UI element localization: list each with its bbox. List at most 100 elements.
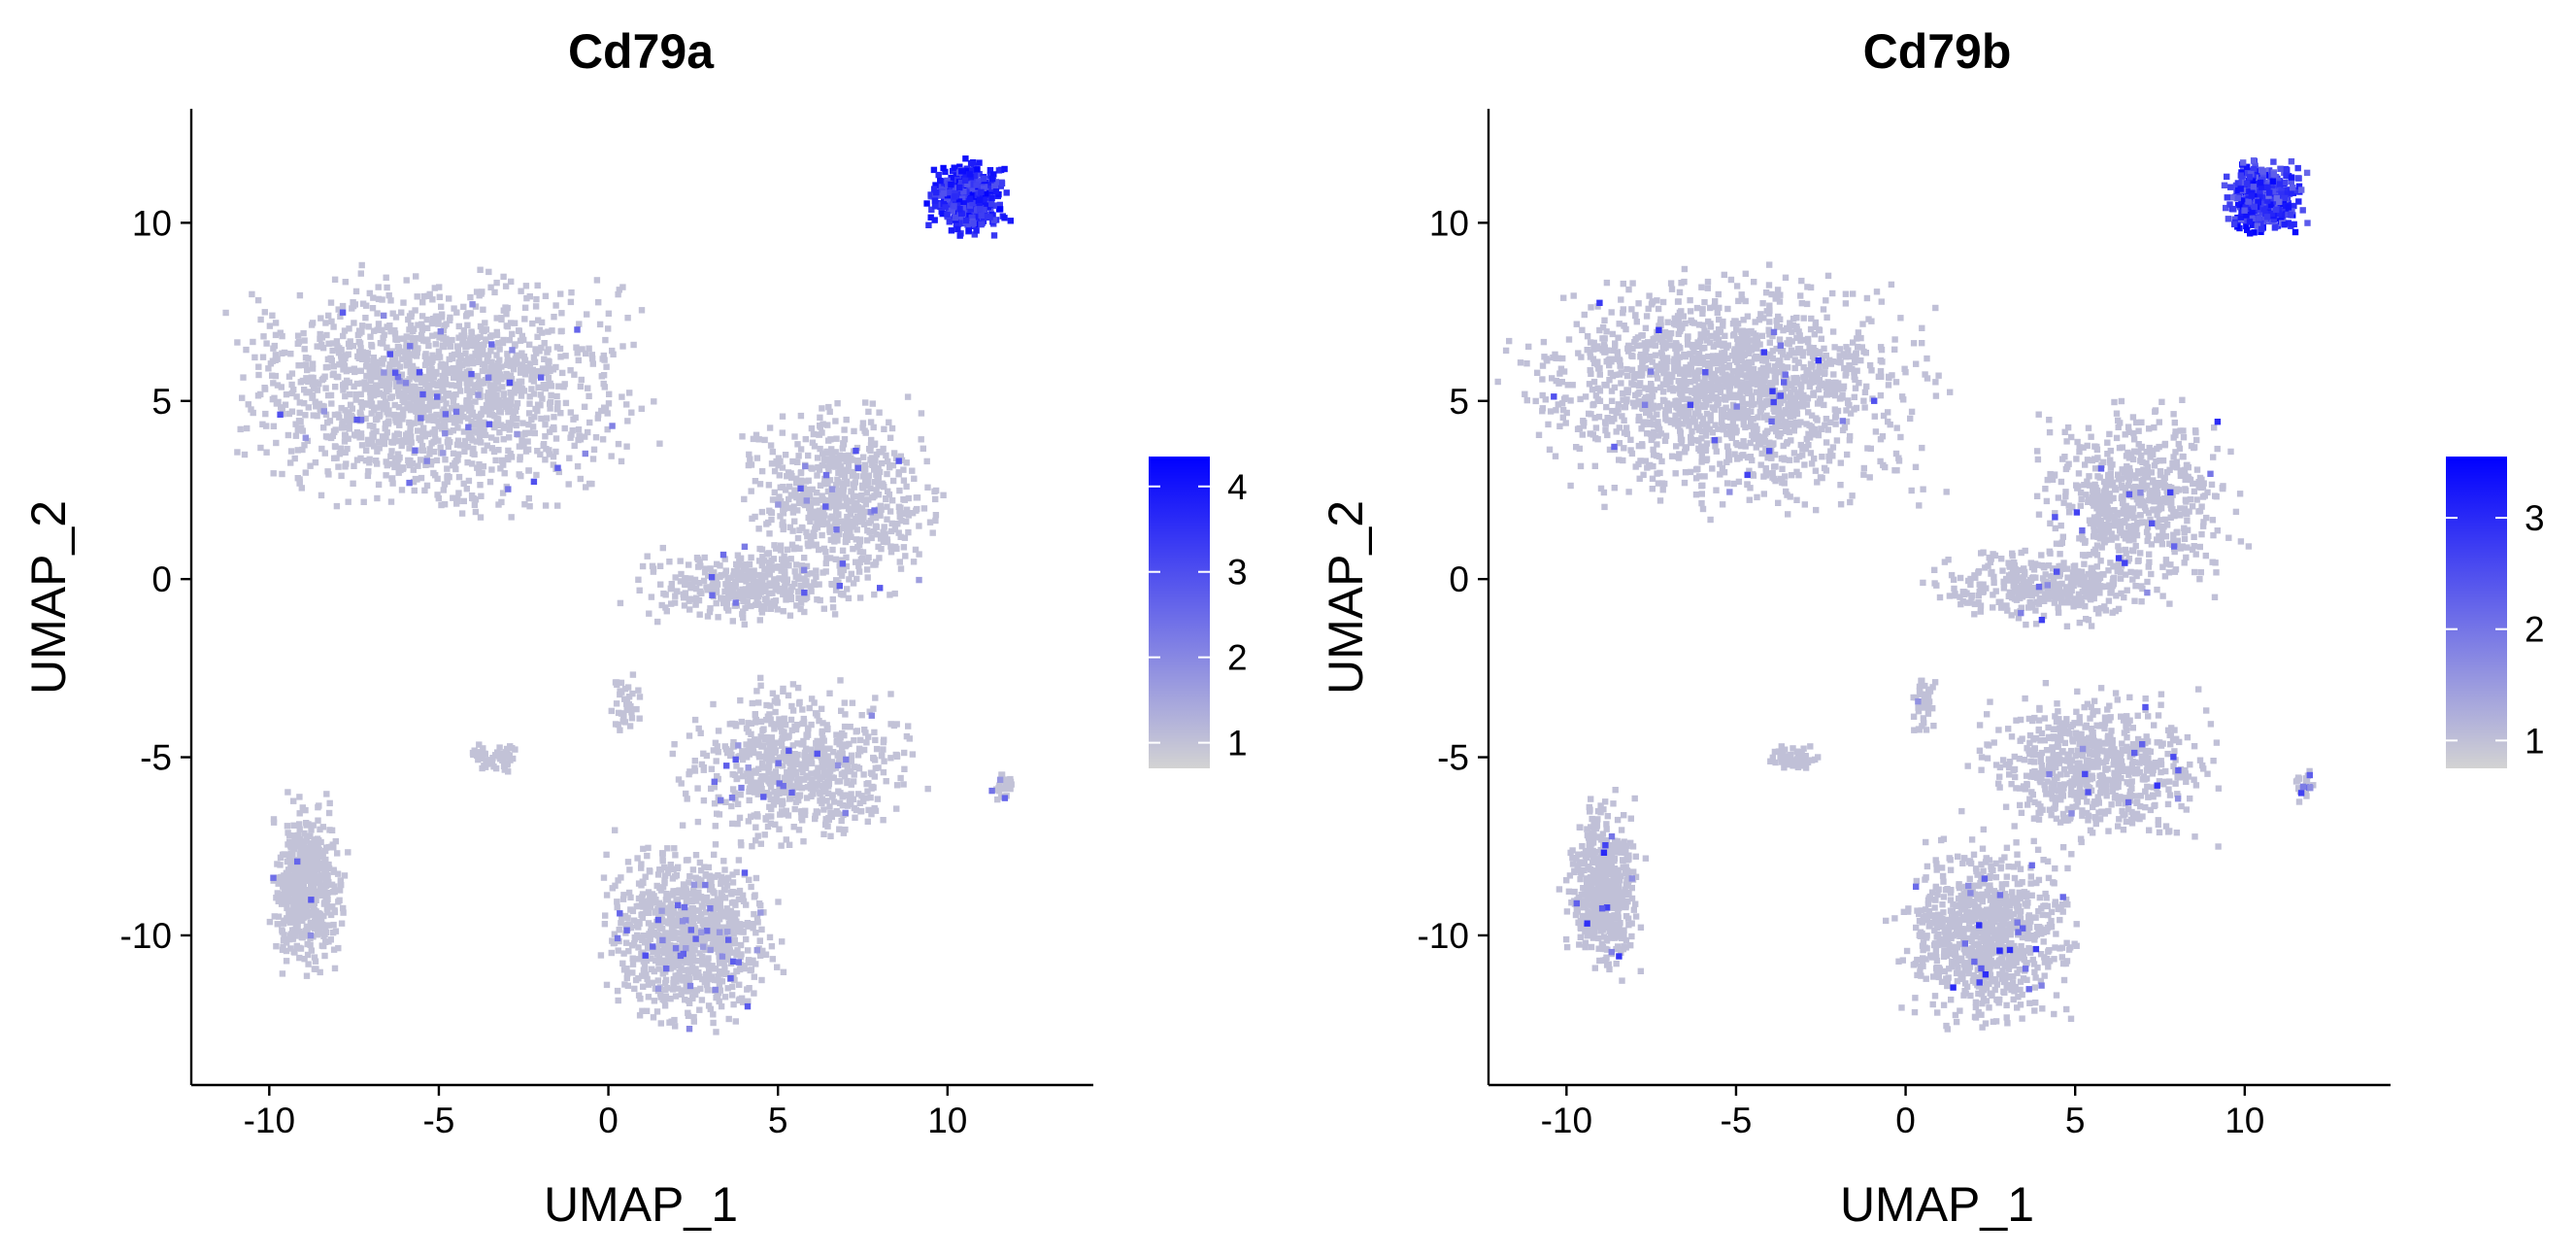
cell-point xyxy=(711,942,718,949)
cell-point xyxy=(813,573,820,580)
cell-point xyxy=(269,357,277,364)
cell-point xyxy=(672,921,680,928)
cell-point xyxy=(481,763,487,769)
cell-point xyxy=(374,494,381,502)
cell-point xyxy=(669,963,676,969)
cell-point xyxy=(408,421,415,427)
cell-point xyxy=(406,445,413,452)
cell-point xyxy=(324,468,331,475)
cell-point xyxy=(843,416,850,424)
cell-point xyxy=(689,866,697,873)
cell-point xyxy=(453,309,460,316)
cell-point xyxy=(370,355,378,361)
cell-point xyxy=(237,425,244,433)
cell-point xyxy=(659,858,666,865)
cell-point xyxy=(407,322,415,329)
cell-point xyxy=(801,566,808,573)
cell-point xyxy=(540,382,547,389)
cell-point xyxy=(592,434,600,441)
cell-point xyxy=(642,952,649,959)
cell-point xyxy=(711,800,719,807)
cell-point xyxy=(753,596,760,603)
cell-point xyxy=(756,558,763,564)
cell-point xyxy=(271,342,278,350)
cell-point xyxy=(659,996,666,1003)
cell-point xyxy=(839,547,847,554)
cell-point xyxy=(320,408,327,415)
cell-point xyxy=(731,940,738,947)
cell-point xyxy=(335,463,342,470)
cell-point xyxy=(240,374,247,381)
cell-point xyxy=(352,390,359,398)
cell-point xyxy=(642,873,649,880)
cell-point xyxy=(481,367,487,374)
cell-point xyxy=(830,502,838,510)
cell-point xyxy=(880,768,887,776)
cell-point xyxy=(766,780,774,787)
cell-point xyxy=(844,767,851,774)
cell-point xyxy=(807,510,814,517)
cell-point xyxy=(872,807,880,814)
cell-point xyxy=(350,343,356,350)
cell-point xyxy=(858,712,865,719)
cell-point xyxy=(697,985,704,993)
cell-point xyxy=(499,384,506,390)
cell-point xyxy=(820,831,827,837)
cell-point xyxy=(859,518,866,525)
cell-point xyxy=(753,914,761,922)
cell-point xyxy=(867,419,875,425)
cell-point xyxy=(929,529,936,536)
cell-point xyxy=(684,796,690,802)
cell-point xyxy=(588,352,595,358)
cell-point xyxy=(288,876,295,883)
cell-point xyxy=(284,789,291,796)
cell-point xyxy=(735,959,742,966)
cell-point xyxy=(718,1002,725,1010)
cell-point xyxy=(855,506,862,513)
cell-point xyxy=(823,448,830,456)
cell-point xyxy=(708,878,715,885)
cell-point xyxy=(745,923,752,930)
cell-point xyxy=(824,790,832,797)
cell-point xyxy=(365,323,372,330)
cell-point xyxy=(901,510,909,518)
cell-point xyxy=(784,546,791,553)
cell-point xyxy=(312,398,318,405)
cell-point xyxy=(339,309,347,316)
cell-point xyxy=(864,788,871,795)
cell-point xyxy=(640,933,647,939)
cell-point xyxy=(428,458,435,465)
cell-point xyxy=(389,480,396,487)
cell-point xyxy=(434,492,441,498)
cell-point xyxy=(307,462,314,469)
cell-point xyxy=(552,435,560,442)
cell-point xyxy=(860,771,867,778)
cell-point xyxy=(314,932,321,938)
cell-point xyxy=(554,400,561,407)
cell-point xyxy=(266,918,274,926)
cell-point xyxy=(675,985,682,992)
cell-point xyxy=(670,909,678,916)
cell-point xyxy=(553,406,561,413)
cell-point xyxy=(405,394,412,401)
cell-point xyxy=(724,955,731,962)
cell-point xyxy=(751,812,757,819)
cell-point xyxy=(590,446,598,453)
cell-point xyxy=(772,739,779,746)
cell-point xyxy=(656,562,664,569)
cell-point xyxy=(371,327,378,334)
cell-point xyxy=(755,699,762,706)
cell-point xyxy=(403,353,410,359)
cell-point xyxy=(401,349,409,356)
cell-point xyxy=(817,414,823,421)
cell-point xyxy=(782,789,789,797)
cell-point xyxy=(671,741,678,748)
cell-point xyxy=(817,445,823,453)
cell-point xyxy=(818,509,824,516)
cell-point xyxy=(788,473,795,480)
cell-point xyxy=(657,581,664,588)
cell-point xyxy=(666,910,674,917)
cell-point xyxy=(533,295,540,303)
cell-point xyxy=(445,390,452,397)
cell-point xyxy=(818,754,825,762)
